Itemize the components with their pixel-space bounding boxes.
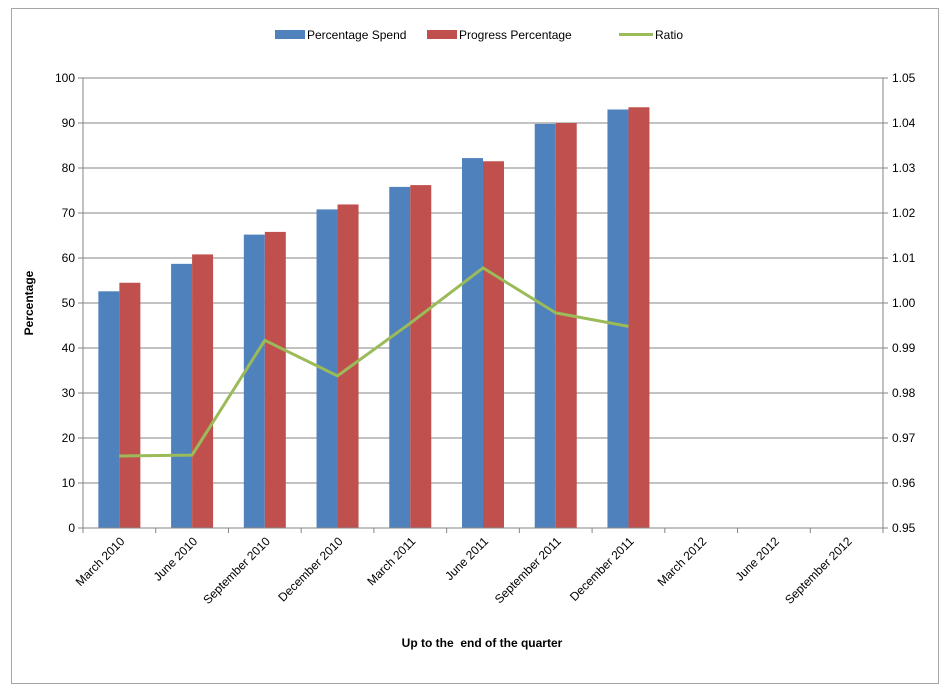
y-left-tick-label: 80: [62, 161, 76, 175]
y-right-tick-label: 1.01: [892, 251, 916, 265]
bar: [483, 161, 504, 528]
x-tick-label: June 2010: [151, 534, 201, 584]
bar: [389, 187, 410, 528]
y-left-tick-label: 40: [62, 341, 76, 355]
legend-label: Progress Percentage: [459, 28, 572, 42]
legend-swatch: [275, 30, 305, 39]
x-axis-label: Up to the end of the quarter: [402, 636, 563, 650]
bar: [628, 107, 649, 528]
y-left-tick-label: 20: [62, 431, 76, 445]
y-right-tick-label: 1.04: [892, 116, 916, 130]
bar: [607, 110, 628, 529]
bar: [119, 283, 140, 528]
y-right-tick-label: 1.05: [892, 71, 916, 85]
y-left-tick-label: 70: [62, 206, 76, 220]
legend: Percentage Spend Progress Percentage Ratio: [275, 28, 683, 42]
y-left-tick-label: 50: [62, 296, 76, 310]
legend-label: Percentage Spend: [307, 28, 406, 42]
bars: [98, 107, 649, 528]
x-tick-labels: March 2010 June 2010 September 2010 Decembe…: [73, 534, 855, 607]
y-axis-label: Percentage: [22, 270, 36, 335]
y-left-tick-labels: 0 10 20 30 40 50 60 70 80 90 100: [55, 71, 75, 535]
x-tick-label: September 2010: [200, 534, 273, 607]
legend-swatch: [427, 30, 457, 39]
bar: [265, 232, 286, 528]
x-tick-label: June 2012: [732, 534, 782, 584]
y-right-tick-label: 1.03: [892, 161, 916, 175]
y-left-tick-label: 10: [62, 476, 76, 490]
bar: [535, 124, 556, 528]
x-tick-label: September 2011: [492, 534, 564, 606]
y-left-tick-label: 60: [62, 251, 76, 265]
x-tick-label: June 2011: [442, 534, 491, 583]
y-left-tick-label: 0: [68, 521, 75, 535]
bar: [171, 264, 192, 528]
bar: [244, 235, 265, 528]
x-tick-label: March 2010: [73, 534, 128, 589]
x-tick-label: September 2012: [782, 534, 855, 607]
bar: [338, 204, 359, 528]
x-tick-label: March 2011: [364, 534, 418, 588]
x-tick-label: March 2012: [655, 534, 710, 589]
y-left-tick-label: 30: [62, 386, 76, 400]
bar: [556, 123, 577, 528]
y-right-tick-label: 1.02: [892, 206, 916, 220]
y-left-tick-label: 100: [55, 71, 75, 85]
bar: [410, 185, 431, 528]
y-right-tick-label: 0.96: [892, 476, 916, 490]
bar: [192, 254, 213, 528]
y-right-tick-label: 1.00: [892, 296, 916, 310]
bar: [98, 291, 119, 528]
y-right-tick-labels: 0.95 0.96 0.97 0.98 0.99 1.00 1.01 1.02 1.03 1.04…: [892, 71, 916, 535]
y-right-tick-label: 0.98: [892, 386, 916, 400]
y-right-tick-label: 0.97: [892, 431, 916, 445]
x-tick-label: December 2010: [275, 534, 346, 605]
bar: [462, 158, 483, 528]
y-right-tick-label: 0.99: [892, 341, 916, 355]
legend-label: Ratio: [655, 28, 683, 42]
x-tick-label: December 2011: [567, 534, 637, 604]
y-left-tick-label: 90: [62, 116, 76, 130]
y-right-tick-label: 0.95: [892, 521, 916, 535]
